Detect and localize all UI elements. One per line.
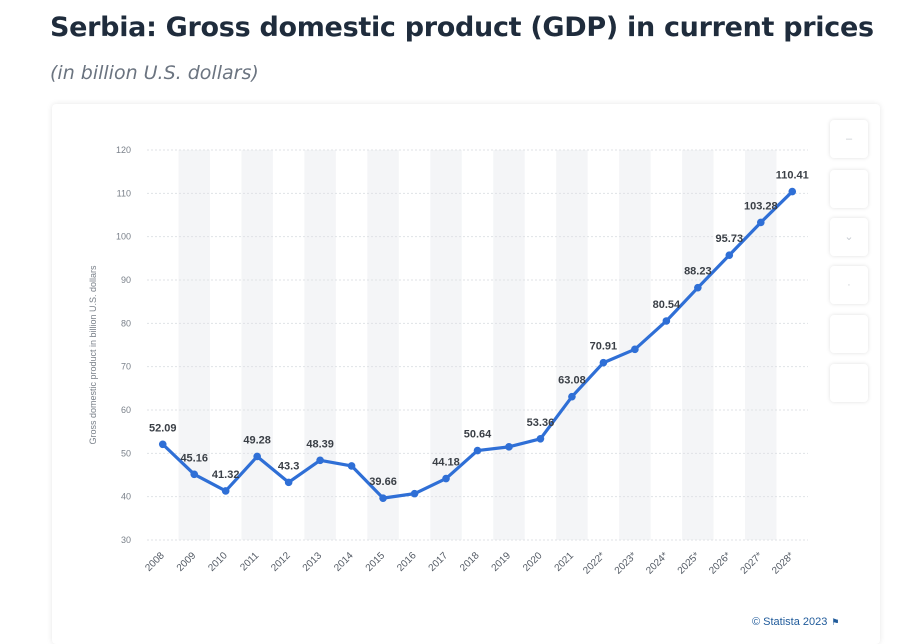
flag-icon: ⚑ <box>831 617 840 627</box>
data-label: 43.3 <box>278 460 299 472</box>
y-tick-label: 70 <box>121 362 131 372</box>
data-point <box>158 440 167 449</box>
data-label: 41.32 <box>212 469 240 481</box>
credit-text: © Statista 2023 <box>752 616 828 628</box>
chart-title: Serbia: Gross domestic product (GDP) in … <box>50 12 874 43</box>
x-tick-label: 2015 <box>364 550 388 574</box>
x-tick-label: 2020 <box>521 550 545 574</box>
y-axis-label: Gross domestic product in billion U.S. d… <box>88 265 98 445</box>
data-point <box>788 187 797 196</box>
data-label: 53.36 <box>527 417 555 429</box>
data-label: 95.73 <box>716 233 744 245</box>
data-point <box>505 443 513 451</box>
data-point <box>190 470 199 479</box>
x-tick-label: 2018 <box>458 550 482 574</box>
notification-button[interactable] <box>830 170 868 208</box>
data-label: 88.23 <box>684 266 712 278</box>
gear-icon: ⌄ <box>844 231 854 243</box>
data-label: 70.91 <box>590 341 618 353</box>
data-label: 39.66 <box>369 476 397 488</box>
x-tick-label: 2011 <box>238 550 261 573</box>
data-point <box>662 317 671 325</box>
x-tick-label: 2024* <box>644 550 670 576</box>
data-label: 48.39 <box>306 438 334 450</box>
y-tick-label: 80 <box>121 318 131 328</box>
column-band <box>619 150 651 540</box>
y-tick-label: 90 <box>121 275 131 285</box>
data-point <box>410 489 419 498</box>
statista-credit[interactable]: © Statista 2023 ⚑ <box>752 616 839 628</box>
data-label: 63.08 <box>558 375 586 387</box>
y-tick-label: 100 <box>116 232 131 242</box>
data-point <box>599 358 608 367</box>
x-tick-label: 2013 <box>301 550 325 574</box>
data-label: 103.28 <box>744 200 778 212</box>
data-point <box>253 452 261 461</box>
y-tick-label: 120 <box>116 145 131 155</box>
x-tick-label: 2026* <box>707 550 733 576</box>
x-tick-label: 2016 <box>395 550 419 574</box>
settings-button[interactable]: ⌄ <box>830 218 868 256</box>
data-point <box>568 392 576 401</box>
data-point <box>473 446 482 455</box>
column-band <box>241 150 273 540</box>
x-tick-label: 2021 <box>553 550 577 574</box>
x-tick-label: 2019 <box>490 550 514 574</box>
x-tick-label: 2014 <box>332 550 356 574</box>
data-point <box>221 487 230 495</box>
data-label: 44.18 <box>432 457 460 469</box>
data-point <box>379 494 387 502</box>
data-point <box>694 283 702 292</box>
column-band <box>493 150 525 540</box>
x-tick-label: 2023* <box>613 550 639 576</box>
data-label: 80.54 <box>653 299 681 311</box>
column-band <box>556 150 588 540</box>
x-tick-label: 2008 <box>143 550 167 574</box>
bookmark-icon: – <box>845 133 853 145</box>
data-point <box>284 478 293 487</box>
x-tick-label: 2022* <box>581 550 607 576</box>
column-band <box>682 150 714 540</box>
x-tick-label: 2017 <box>427 550 451 574</box>
data-point <box>756 218 765 227</box>
data-label: 110.41 <box>776 170 809 182</box>
share-button[interactable]: · <box>830 266 868 304</box>
fullscreen-button[interactable] <box>830 315 868 353</box>
data-label: 52.09 <box>149 422 177 434</box>
data-label: 45.16 <box>180 452 208 464</box>
y-tick-label: 50 <box>121 448 131 458</box>
y-tick-label: 40 <box>121 492 131 502</box>
x-tick-label: 2027* <box>739 550 765 576</box>
chart-subtitle: (in billion U.S. dollars) <box>50 62 259 84</box>
y-tick-label: 110 <box>117 188 131 198</box>
x-tick-label: 2010 <box>206 550 230 574</box>
data-label: 49.28 <box>243 434 271 446</box>
share-icon: · <box>847 279 851 291</box>
x-tick-label: 2025* <box>676 550 702 576</box>
data-point <box>631 345 639 354</box>
data-point <box>442 474 450 483</box>
data-point <box>316 456 324 465</box>
print-button[interactable] <box>830 364 868 402</box>
x-tick-label: 2009 <box>175 550 199 574</box>
column-band <box>367 150 399 540</box>
column-band <box>745 150 777 540</box>
column-band <box>304 150 336 540</box>
y-tick-label: 30 <box>121 535 131 545</box>
bookmark-button[interactable]: – <box>830 120 868 158</box>
x-tick-label: 2012 <box>269 550 293 574</box>
x-tick-label: 2028* <box>770 550 796 576</box>
data-label: 50.64 <box>464 429 492 441</box>
data-point <box>347 462 356 470</box>
y-tick-label: 60 <box>121 405 131 415</box>
data-point <box>725 251 734 259</box>
data-point <box>536 434 545 443</box>
